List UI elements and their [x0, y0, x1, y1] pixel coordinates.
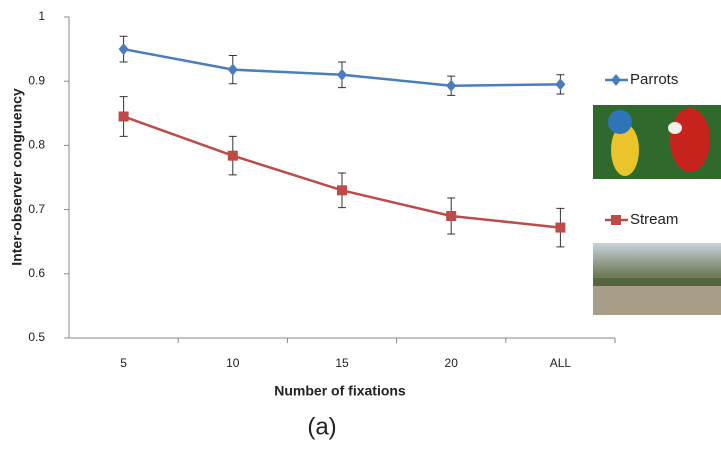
series-line: [124, 117, 561, 228]
x-tick-label: ALL: [550, 356, 572, 370]
x-tick-label: 15: [335, 356, 349, 370]
legend-marker: [611, 215, 621, 225]
legend-marker: [611, 74, 621, 86]
point: [119, 43, 129, 55]
stream-photo: [593, 243, 721, 315]
point: [337, 185, 347, 195]
legend-label: Parrots: [630, 71, 678, 88]
chart: Number of fixations Inter-observer congr…: [0, 0, 721, 445]
point: [555, 223, 565, 233]
point: [555, 78, 565, 90]
x-tick-label: 20: [445, 356, 459, 370]
y-tick-label: 0.9: [28, 73, 45, 87]
x-tick-label: 5: [120, 356, 127, 370]
caption: (a): [307, 413, 336, 440]
y-tick-label: 0.6: [28, 266, 45, 280]
y-axis-title: Inter-observer congruency: [9, 88, 25, 266]
point: [337, 69, 347, 81]
point: [119, 112, 129, 122]
y-tick-label: 1: [38, 9, 45, 23]
point: [228, 64, 238, 76]
x-axis-title: Number of fixations: [274, 383, 406, 399]
x-tick-label: 10: [226, 356, 240, 370]
parrots-photo: [593, 105, 721, 179]
y-tick-label: 0.7: [28, 202, 45, 216]
point: [446, 80, 456, 92]
legend-label: Stream: [630, 211, 678, 228]
point: [228, 151, 238, 161]
point: [446, 211, 456, 221]
y-tick-label: 0.5: [28, 330, 45, 344]
y-tick-label: 0.8: [28, 138, 45, 152]
